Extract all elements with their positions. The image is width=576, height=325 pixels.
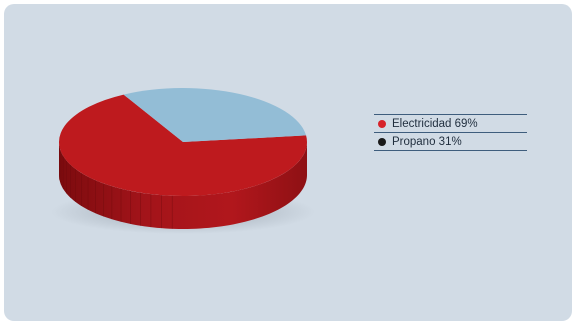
legend-item-propano: Propano 31% (374, 132, 527, 151)
legend-label-electricidad: Electricidad 69% (392, 117, 478, 130)
chart-legend: Electricidad 69% Propano 31% (374, 114, 527, 151)
legend-item-electricidad: Electricidad 69% (374, 114, 527, 132)
legend-marker-electricidad (378, 119, 386, 128)
pie-slice-electricidad (59, 94, 307, 196)
legend-marker-propano (378, 137, 386, 146)
pie-slice-propano (123, 88, 307, 142)
legend-label-propano: Propano 31% (392, 135, 462, 148)
